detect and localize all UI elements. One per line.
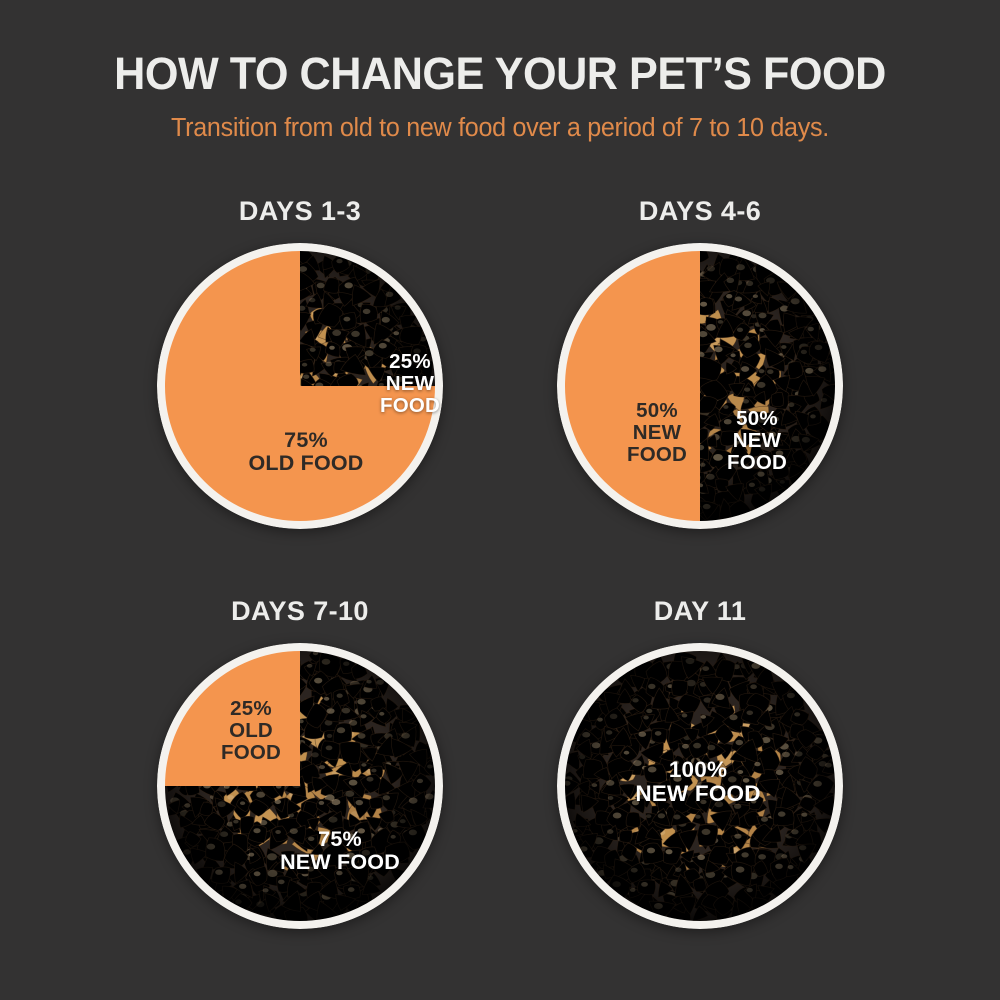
header: HOW TO CHANGE YOUR PET’S FOOD Transition… xyxy=(0,0,1000,143)
new-food-label: 100% NEW FOOD xyxy=(635,757,761,807)
old-food-label: 50% NEW FOOD xyxy=(626,399,688,467)
stage-days-7-10: DAYS 7-10 25% OLD FOOD 75% NEW FOOD xyxy=(100,596,500,970)
bowl-interior xyxy=(565,651,835,921)
food-bowl xyxy=(157,643,443,929)
bowl-wrap: 25% OLD FOOD 75% NEW FOOD xyxy=(100,630,500,970)
bowl-wrap: 100% NEW FOOD xyxy=(500,630,900,970)
food-bowl xyxy=(557,643,843,929)
kibble-texture xyxy=(565,651,835,921)
old-food-label: 25% OLD FOOD xyxy=(220,697,282,765)
bowl-wrap: 50% NEW FOOD 50% NEW FOOD xyxy=(500,230,900,570)
kibble-texture xyxy=(565,251,835,521)
new-food-label: 50% NEW FOOD xyxy=(726,407,788,475)
stage-heading: DAY 11 xyxy=(653,596,747,626)
new-food-label: 25% NEW FOOD xyxy=(379,350,441,418)
page-subtitle: Transition from old to new food over a p… xyxy=(171,114,829,143)
stage-days-4-6: DAYS 4-6 50% NEW FOOD 50% NEW FOOD xyxy=(500,196,900,570)
bowl-interior xyxy=(565,251,835,521)
page-title: HOW TO CHANGE YOUR PET’S FOOD xyxy=(114,48,886,99)
bowl-interior xyxy=(165,651,435,921)
food-bowl xyxy=(557,243,843,529)
new-food-label: 75% NEW FOOD xyxy=(280,827,400,875)
kibble-texture xyxy=(165,651,435,921)
stage-heading: DAYS 7-10 xyxy=(231,596,369,626)
stage-day-11: DAY 11 100% NEW FOOD xyxy=(500,596,900,970)
stage-heading: DAYS 4-6 xyxy=(638,196,762,226)
stage-heading: DAYS 1-3 xyxy=(238,196,362,226)
stage-days-1-3: DAYS 1-3 25% NEW FOOD 75% OLD FOOD xyxy=(100,196,500,570)
bowl-wrap: 25% NEW FOOD 75% OLD FOOD xyxy=(100,230,500,570)
old-food-label: 75% OLD FOOD xyxy=(248,428,364,476)
